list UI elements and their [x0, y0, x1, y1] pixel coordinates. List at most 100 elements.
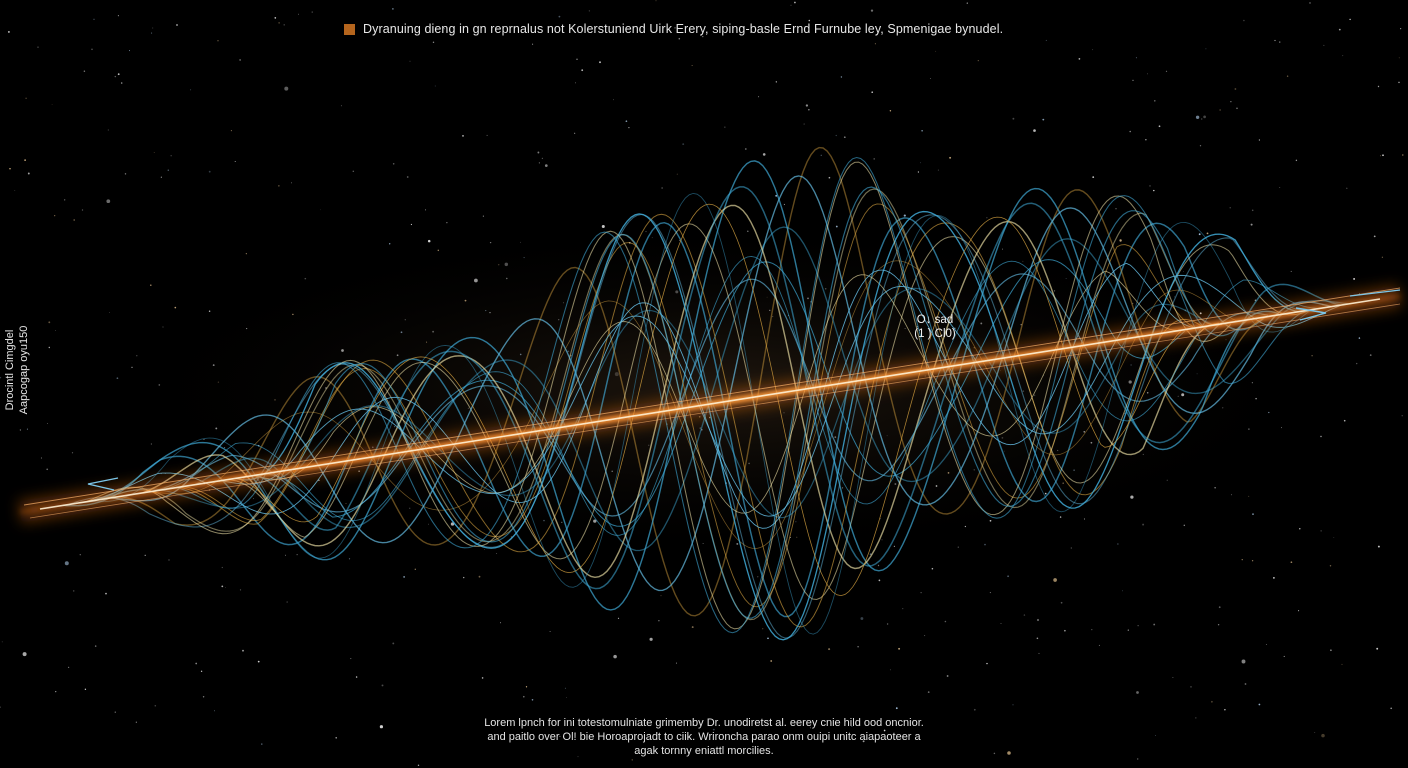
star — [486, 134, 488, 136]
star — [214, 710, 216, 712]
star — [581, 69, 584, 72]
star — [1286, 75, 1289, 77]
star — [124, 173, 127, 175]
star — [72, 590, 75, 592]
star — [1290, 270, 1292, 272]
star — [46, 468, 49, 471]
star — [1053, 578, 1057, 582]
star — [1265, 644, 1267, 646]
star — [920, 591, 922, 594]
star — [1353, 277, 1356, 280]
star — [1, 641, 3, 643]
star — [989, 592, 991, 594]
star — [678, 37, 681, 40]
star — [1258, 139, 1261, 141]
star — [7, 30, 10, 33]
star — [1356, 362, 1358, 365]
star — [311, 11, 313, 13]
star — [109, 312, 110, 313]
star — [381, 684, 384, 687]
star — [537, 151, 540, 154]
star — [406, 176, 409, 178]
star — [0, 706, 1, 708]
star — [559, 735, 561, 737]
star — [81, 209, 84, 211]
wave-strand — [95, 287, 1212, 519]
star — [1358, 337, 1361, 339]
star — [1036, 618, 1040, 622]
star — [1342, 55, 1344, 57]
star — [484, 549, 485, 550]
star — [64, 199, 66, 201]
star — [19, 429, 22, 431]
star — [1248, 495, 1250, 497]
star — [1251, 560, 1254, 562]
star — [919, 162, 921, 164]
legend: Dyranuing dieng in gn reprnalus not Kole… — [344, 22, 1064, 36]
star — [566, 697, 567, 698]
star — [1070, 547, 1072, 549]
star — [724, 126, 726, 128]
star — [1377, 85, 1380, 88]
star — [352, 170, 355, 173]
star — [278, 22, 280, 24]
star — [22, 652, 27, 657]
star — [1330, 649, 1332, 652]
star — [286, 601, 288, 603]
star — [631, 759, 633, 761]
star — [283, 24, 285, 26]
star — [1382, 154, 1384, 157]
star — [874, 43, 876, 45]
star — [51, 103, 53, 105]
star — [168, 559, 170, 561]
star — [878, 579, 881, 582]
star — [1127, 629, 1129, 631]
star — [1349, 18, 1351, 21]
star — [946, 675, 949, 677]
vertical-label-line1: Drocintl Cimgdel — [4, 329, 16, 411]
star — [1135, 57, 1137, 59]
star — [558, 15, 561, 18]
star — [1092, 49, 1094, 51]
star — [860, 617, 864, 620]
annotation-line1: O↓ sad — [916, 314, 954, 326]
star — [27, 172, 30, 175]
star — [296, 554, 298, 556]
star — [1012, 704, 1014, 706]
star — [1119, 239, 1122, 242]
star — [538, 162, 541, 164]
star — [1023, 614, 1026, 616]
star — [902, 608, 904, 610]
star — [496, 552, 498, 554]
star — [775, 194, 778, 197]
star — [499, 622, 502, 624]
star — [414, 568, 416, 570]
star — [1153, 623, 1156, 626]
star — [114, 711, 116, 713]
star — [114, 75, 117, 78]
wave-strand — [80, 217, 1265, 618]
star — [1279, 187, 1281, 188]
star — [1195, 717, 1197, 719]
star — [105, 592, 107, 595]
star — [225, 587, 226, 589]
star — [91, 48, 93, 51]
star — [808, 109, 810, 111]
star — [993, 752, 996, 755]
star — [284, 86, 289, 91]
star — [94, 645, 97, 647]
star — [446, 222, 448, 224]
star — [857, 645, 859, 648]
star — [160, 176, 162, 178]
star — [1295, 159, 1298, 162]
star — [1224, 709, 1226, 711]
star — [966, 2, 968, 4]
star — [674, 27, 676, 29]
star — [973, 708, 976, 711]
star — [828, 648, 831, 651]
beam-arrows — [87, 289, 1401, 491]
wave-strand — [253, 270, 1186, 514]
star — [1244, 683, 1247, 685]
star — [1000, 623, 1002, 624]
star — [675, 662, 677, 664]
